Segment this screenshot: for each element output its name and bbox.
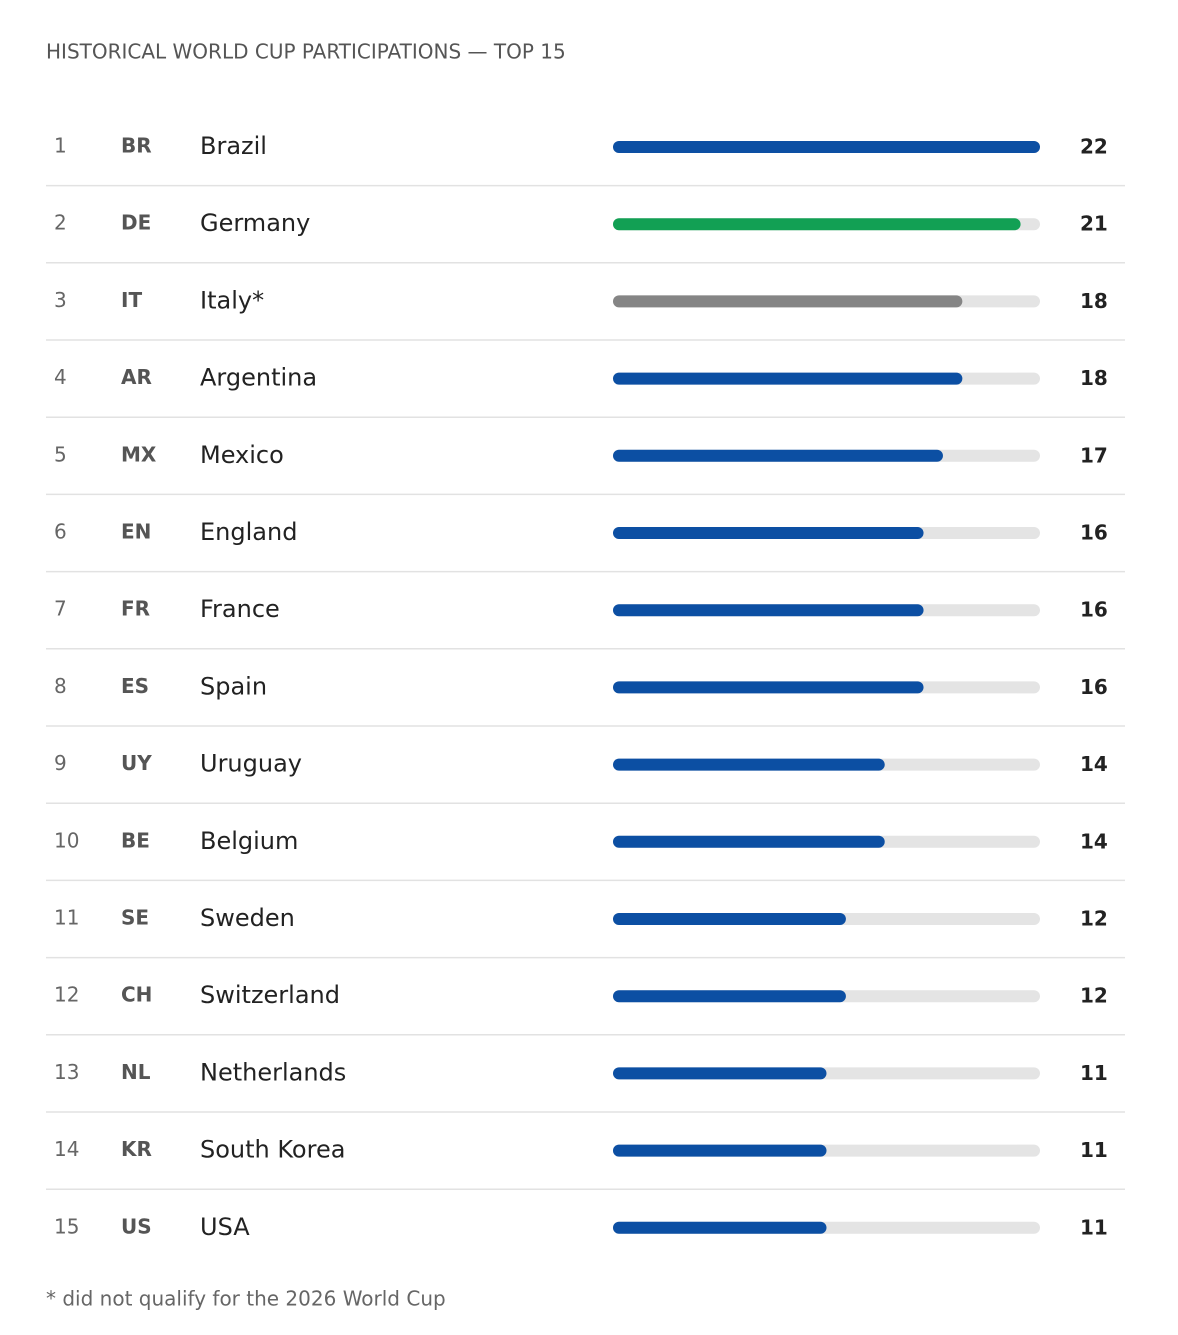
rank: 14: [54, 1137, 79, 1161]
bar: [613, 141, 1040, 153]
value-label: 16: [1080, 521, 1108, 545]
country-name: Argentina: [200, 364, 317, 392]
bar: [613, 295, 963, 308]
value-label: 17: [1080, 443, 1108, 467]
value-label: 16: [1080, 598, 1108, 622]
bar: [613, 449, 943, 462]
country-code: MX: [121, 442, 157, 466]
country-name: Switzerland: [200, 981, 340, 1009]
bar: [613, 1221, 827, 1234]
rank: 7: [54, 597, 67, 621]
country-name: Netherlands: [200, 1058, 346, 1086]
country-code: EN: [121, 520, 151, 544]
bar: [613, 527, 924, 539]
bar: [613, 604, 924, 617]
chart-title: HISTORICAL WORLD CUP PARTICIPATIONS — TO…: [46, 40, 566, 64]
bar: [613, 681, 924, 694]
country-name: Germany: [200, 209, 310, 237]
country-code: ES: [121, 674, 149, 698]
rank: 12: [54, 983, 79, 1007]
rank: 5: [54, 442, 67, 466]
value-label: 22: [1080, 135, 1108, 159]
value-label: 18: [1080, 289, 1108, 313]
value-label: 14: [1080, 829, 1108, 853]
value-label: 16: [1080, 675, 1108, 699]
value-label: 18: [1080, 366, 1108, 390]
bar: [613, 913, 846, 925]
rank: 11: [54, 906, 79, 930]
value-label: 21: [1080, 212, 1108, 236]
value-label: 12: [1080, 984, 1108, 1008]
rank: 2: [54, 211, 67, 235]
rank: 6: [54, 520, 67, 544]
country-code: AR: [121, 365, 152, 389]
country-name: Belgium: [200, 827, 298, 855]
rank: 8: [54, 674, 67, 698]
bar: [613, 218, 1021, 231]
country-code: DE: [121, 211, 151, 235]
country-code: UY: [121, 751, 152, 775]
rank: 13: [54, 1060, 79, 1084]
country-code: KR: [121, 1137, 152, 1161]
bar: [613, 990, 846, 1003]
rank: 9: [54, 751, 67, 775]
value-label: 14: [1080, 752, 1108, 776]
country-name: Spain: [200, 672, 267, 700]
country-name: Sweden: [200, 904, 295, 932]
country-code: NL: [121, 1060, 151, 1084]
country-name: England: [200, 518, 297, 546]
bar: [613, 758, 885, 771]
country-code: BE: [121, 828, 150, 852]
country-name: Uruguay: [200, 750, 302, 778]
country-name: Brazil: [200, 132, 267, 160]
bar: [613, 1067, 827, 1080]
rank: 4: [54, 365, 67, 389]
rank: 3: [54, 288, 67, 312]
country-code: IT: [121, 288, 142, 312]
country-name: USA: [200, 1213, 250, 1241]
country-name: France: [200, 595, 280, 623]
footnote: * did not qualify for the 2026 World Cup: [46, 1287, 446, 1311]
country-name: Italy*: [200, 286, 264, 314]
value-label: 11: [1080, 1061, 1108, 1085]
bar: [613, 835, 885, 848]
bar: [613, 372, 963, 385]
country-code: CH: [121, 983, 152, 1007]
value-label: 11: [1080, 1215, 1108, 1239]
country-code: US: [121, 1214, 152, 1238]
value-label: 12: [1080, 907, 1108, 931]
rank: 1: [54, 134, 67, 158]
value-label: 11: [1080, 1138, 1108, 1162]
country-name: Mexico: [200, 441, 284, 469]
rank: 15: [54, 1214, 79, 1238]
country-code: SE: [121, 906, 149, 930]
country-code: BR: [121, 134, 152, 158]
rank: 10: [54, 828, 79, 852]
country-code: FR: [121, 597, 150, 621]
country-name: South Korea: [200, 1136, 345, 1164]
bar: [613, 1144, 827, 1157]
